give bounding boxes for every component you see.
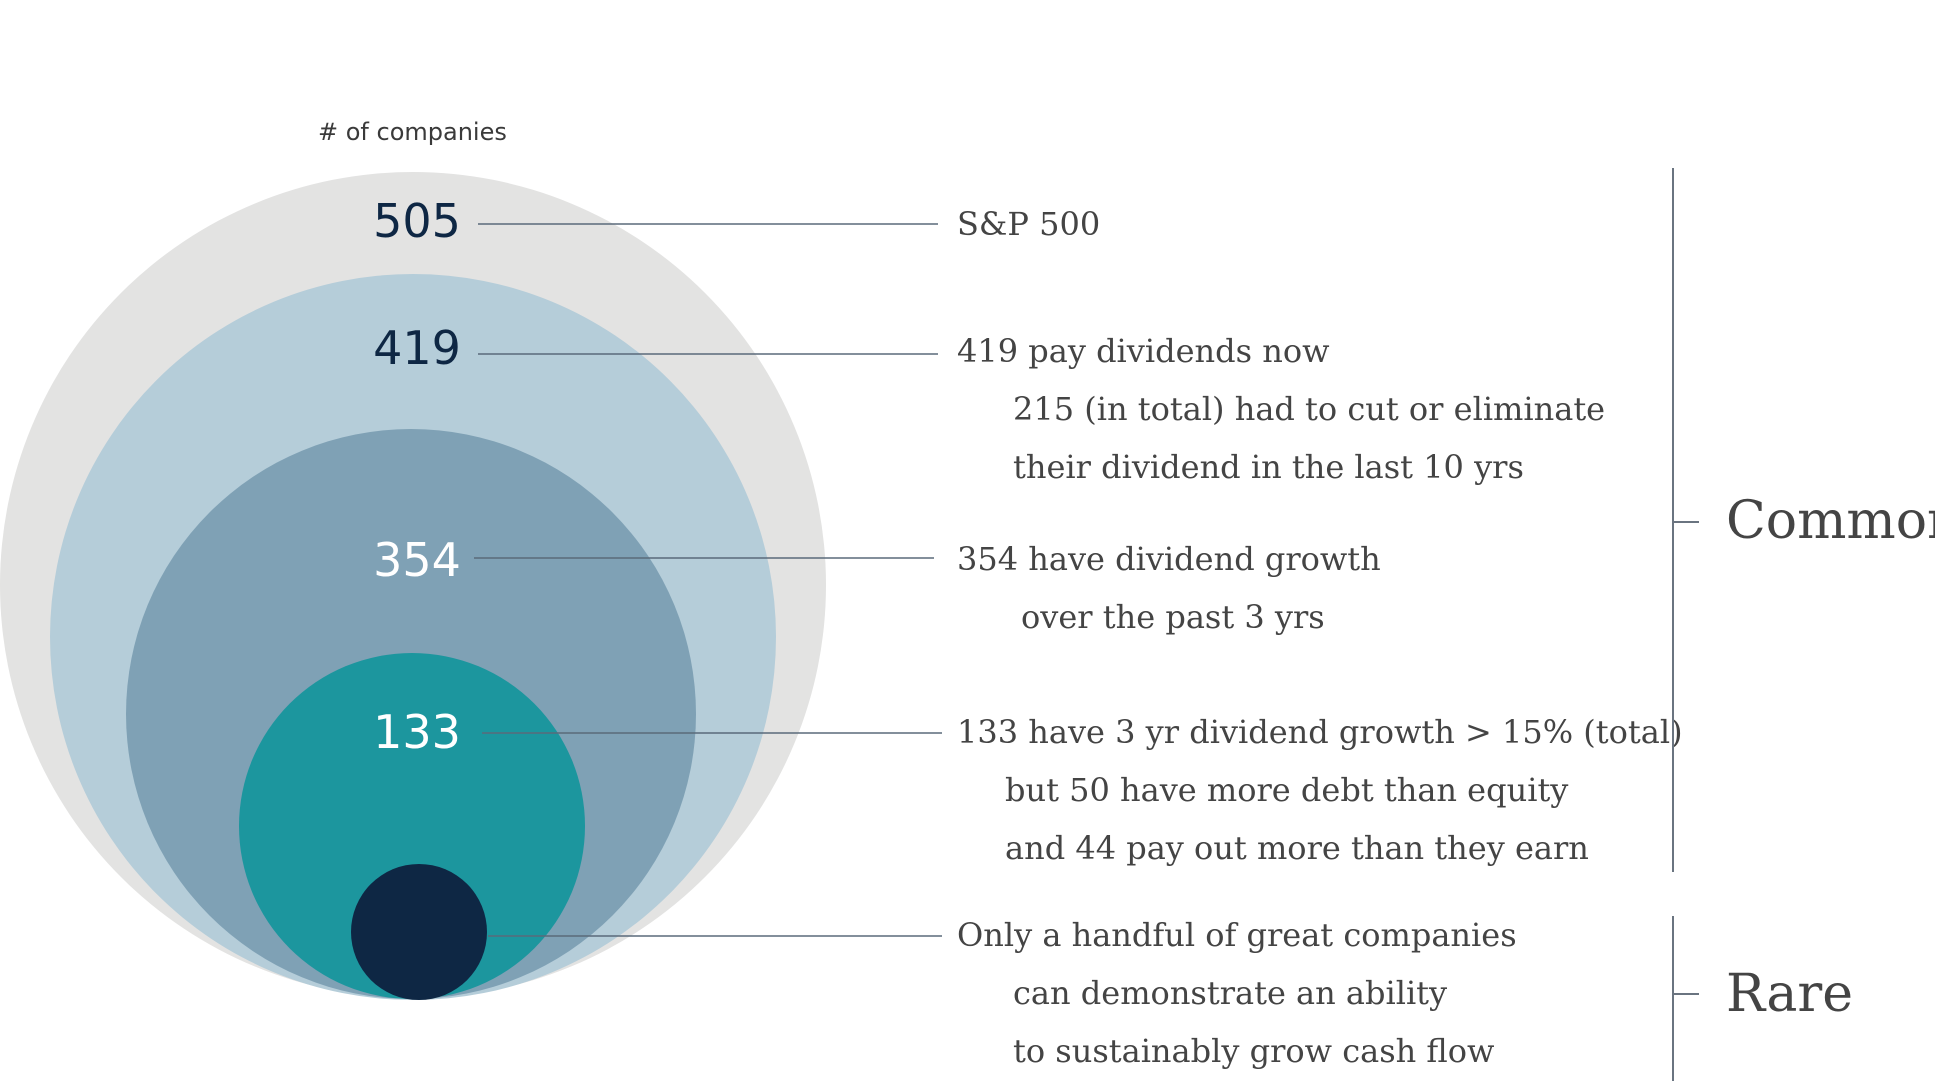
level-detail: over the past 3 yrs [1021,598,1325,636]
bracket-label-rare: Rare [1726,964,1853,1024]
level-detail: their dividend in the last 10 yrs [1013,448,1524,486]
level-heading: S&P 500 [957,205,1100,243]
level-heading: Only a handful of great companies [957,916,1517,954]
level-detail: and 44 pay out more than they earn [1005,829,1589,867]
ring-value-133: 133 [373,705,461,759]
level-heading: 354 have dividend growth [957,540,1381,578]
ring-value-354: 354 [373,533,461,587]
level-detail: 215 (in total) had to cut or eliminate [1013,390,1605,428]
ring-133 [239,653,585,999]
ring-value-419: 419 [373,321,461,375]
level-detail: to sustainably grow cash flow [1013,1032,1494,1070]
level-detail: can demonstrate an ability [1013,974,1447,1012]
level-detail: but 50 have more debt than equity [1005,771,1568,809]
diagram-caption: # of companies [318,118,507,146]
ring-rare [351,864,487,1000]
level-heading: 133 have 3 yr dividend growth > 15% (tot… [957,713,1683,751]
ring-value-505: 505 [373,194,461,248]
level-heading: 419 pay dividends now [957,332,1329,370]
bracket-label-common: Common [1726,491,1935,551]
